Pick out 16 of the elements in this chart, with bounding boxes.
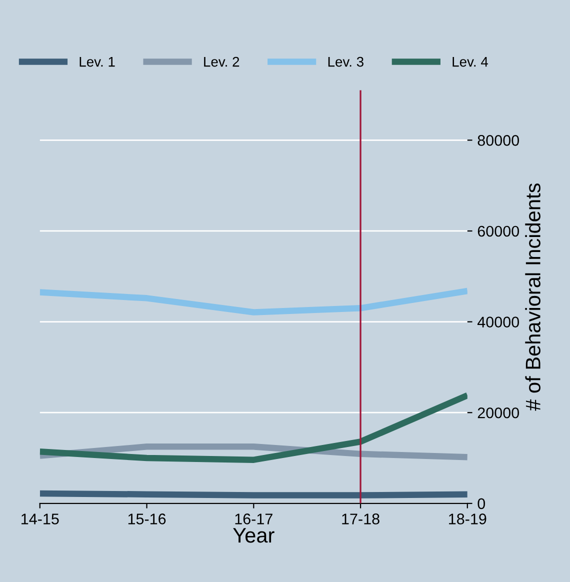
legend-label: Lev. 2 [204,56,240,67]
y-tick-label: 20000 [478,407,520,418]
x-tick-label: 16-17 [235,514,272,524]
x-tick-label: 17-18 [342,514,380,524]
x-tick-label: 18-19 [449,514,486,524]
x-tick-label: 15-16 [128,514,166,524]
x-axis-title: Year [233,528,274,543]
y-tick-label: 0 [478,498,486,510]
y-axis-title: # of Behavioral Incidents [525,183,540,411]
legend-label: Lev. 3 [328,56,364,67]
legend-label: Lev. 1 [80,57,115,67]
y-tick-label: 40000 [477,316,520,328]
y-tick-label: 80000 [478,135,520,146]
y-tick-label: 60000 [478,226,520,237]
legend-label: Lev. 4 [452,57,488,67]
x-tick-label: 14-15 [22,514,59,524]
